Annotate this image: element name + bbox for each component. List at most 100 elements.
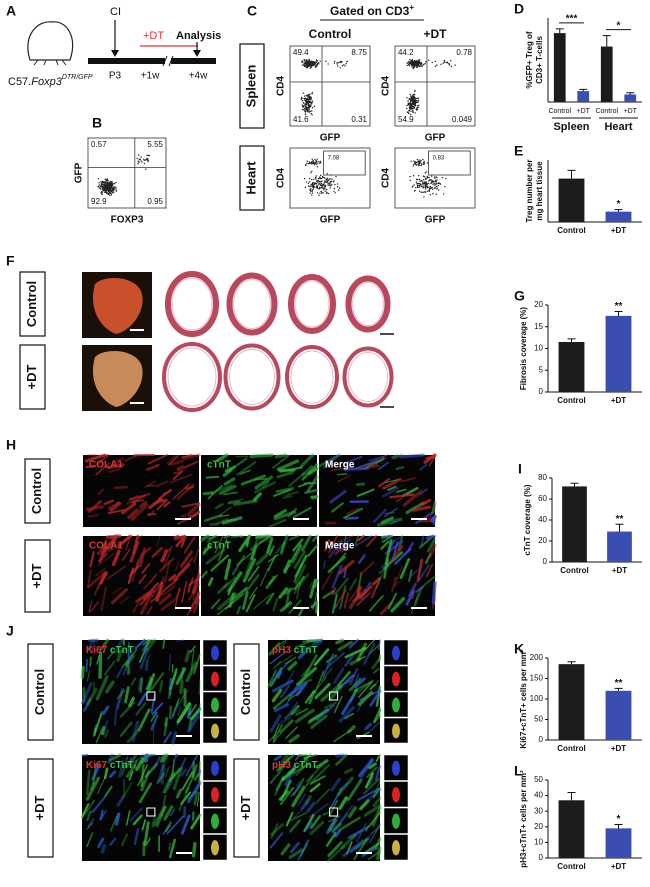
- fiber: [169, 473, 193, 484]
- fiber: [151, 805, 167, 828]
- fiber: [353, 677, 366, 689]
- flow-event: [311, 189, 314, 191]
- fiber: [97, 488, 105, 496]
- flow-event: [321, 192, 323, 194]
- timeline-bar: [88, 58, 216, 64]
- flow-event: [416, 65, 419, 67]
- fiber: [245, 593, 256, 613]
- flow-event: [103, 190, 105, 192]
- fiber: [425, 564, 433, 578]
- flow-event: [316, 64, 318, 67]
- fiber: [309, 581, 313, 589]
- fiber: [359, 758, 374, 780]
- fiber: [310, 714, 328, 730]
- fiber: [381, 534, 392, 540]
- flow-event: [421, 65, 423, 68]
- fiber: [357, 534, 365, 542]
- flow-event: [304, 60, 306, 62]
- flow-event: [423, 160, 425, 163]
- fiber: [193, 791, 199, 806]
- fiber: [336, 472, 348, 476]
- fiber: [268, 518, 287, 528]
- flow-event: [426, 190, 429, 192]
- fiber: [191, 841, 197, 858]
- row-label: +DT: [32, 795, 47, 820]
- flow-event: [306, 98, 308, 101]
- flow-event: [305, 164, 307, 166]
- fiber: [340, 833, 357, 850]
- fiber: [343, 535, 347, 544]
- fiber: [290, 784, 302, 797]
- flow-event: [422, 64, 424, 66]
- row-label-box: [24, 458, 51, 524]
- fiber: [179, 679, 184, 694]
- fiber: [84, 453, 107, 463]
- flow-event: [138, 161, 140, 163]
- micrograph: [319, 455, 435, 527]
- flow-event: [107, 190, 110, 193]
- flow-event: [436, 64, 438, 66]
- flow-event: [303, 177, 306, 180]
- fiber: [155, 805, 167, 827]
- significance: *: [617, 814, 621, 825]
- fiber: [334, 577, 349, 596]
- heart-section: [223, 343, 281, 411]
- fiber: [335, 638, 345, 645]
- flow-event: [317, 180, 320, 182]
- fiber: [389, 520, 398, 525]
- fiber: [374, 837, 382, 850]
- fiber: [151, 702, 164, 716]
- fiber: [163, 731, 173, 744]
- fiber: [126, 729, 140, 744]
- fiber: [289, 819, 301, 833]
- fiber: [355, 459, 379, 470]
- flow-event: [311, 194, 313, 196]
- flow-event: [311, 184, 313, 187]
- panel-label: D: [514, 1, 524, 17]
- fiber: [231, 554, 246, 576]
- flow-event: [317, 187, 319, 190]
- stain-label: Ki67: [86, 760, 108, 771]
- fiber: [380, 540, 390, 550]
- fiber: [337, 475, 351, 483]
- fiber: [109, 501, 122, 512]
- bar: [558, 800, 585, 858]
- fiber: [338, 559, 355, 575]
- fiber: [269, 714, 282, 733]
- fiber: [344, 516, 359, 520]
- stain-labels: Ki67 cTnT: [86, 645, 134, 656]
- flow-event: [443, 59, 446, 62]
- quadrant-value: 0.049: [452, 115, 473, 124]
- flow-event: [306, 64, 308, 67]
- fiber: [115, 687, 124, 711]
- flow-event: [336, 65, 339, 67]
- flow-event: [314, 182, 316, 185]
- flow-event: [100, 184, 103, 186]
- flow-event: [306, 62, 309, 65]
- y-axis-label: CD4: [276, 168, 287, 188]
- fiber: [315, 759, 329, 769]
- flow-event: [424, 185, 426, 187]
- flow-event: [424, 183, 427, 186]
- heart-section-inner: [352, 282, 384, 326]
- flow-event: [412, 66, 415, 68]
- fiber: [310, 764, 330, 783]
- significance: ***: [566, 14, 578, 25]
- flow-event: [310, 188, 312, 190]
- flow-event: [320, 183, 322, 185]
- fiber: [134, 638, 146, 650]
- fiber: [376, 517, 403, 527]
- fiber: [381, 486, 400, 498]
- fiber: [309, 783, 321, 793]
- fiber: [164, 717, 169, 727]
- fiber: [277, 670, 283, 679]
- flow-event: [108, 191, 111, 194]
- heart-section-inner: [229, 349, 275, 405]
- flow-event: [102, 186, 104, 188]
- flow-event: [426, 183, 428, 185]
- fiber: [258, 534, 274, 545]
- fiber: [113, 485, 128, 490]
- fiber: [181, 771, 194, 791]
- flow-event: [325, 188, 328, 191]
- fiber: [129, 807, 143, 822]
